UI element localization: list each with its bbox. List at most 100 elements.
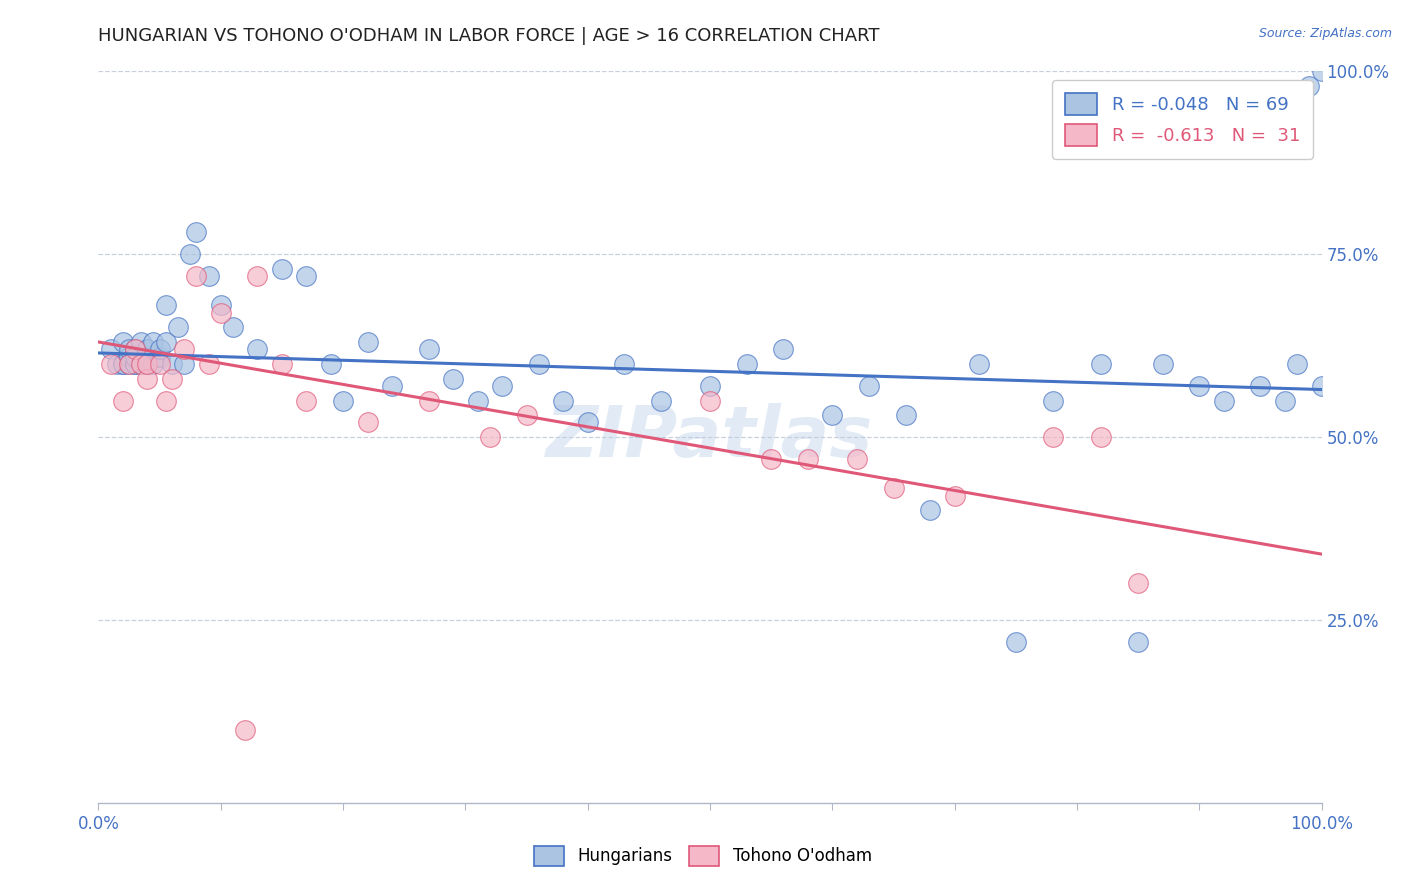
Point — [136, 357, 159, 371]
Text: ZIPatlas: ZIPatlas — [547, 402, 873, 472]
Point — [441, 371, 464, 385]
Point — [136, 350, 159, 364]
Point — [129, 357, 152, 371]
Point — [699, 379, 721, 393]
Point — [179, 247, 201, 261]
Point — [136, 371, 159, 385]
Point — [155, 298, 177, 312]
Point — [356, 416, 378, 430]
Point — [418, 343, 440, 357]
Point — [136, 357, 159, 371]
Point — [149, 357, 172, 371]
Point — [167, 320, 190, 334]
Point — [943, 489, 966, 503]
Point — [613, 357, 636, 371]
Point — [1274, 393, 1296, 408]
Point — [845, 452, 868, 467]
Point — [118, 357, 141, 371]
Point — [246, 343, 269, 357]
Point — [1286, 357, 1309, 371]
Point — [883, 481, 905, 495]
Point — [772, 343, 794, 357]
Point — [111, 357, 134, 371]
Point — [111, 334, 134, 349]
Point — [761, 452, 783, 467]
Point — [1212, 393, 1234, 408]
Point — [155, 393, 177, 408]
Point — [209, 306, 232, 320]
Point — [1310, 64, 1333, 78]
Point — [173, 343, 195, 357]
Point — [111, 357, 134, 371]
Point — [105, 357, 128, 371]
Point — [197, 357, 219, 371]
Point — [124, 343, 146, 357]
Point — [1004, 635, 1026, 649]
Point — [515, 408, 537, 422]
Point — [418, 393, 440, 408]
Legend: R = -0.048   N = 69, R =  -0.613   N =  31: R = -0.048 N = 69, R = -0.613 N = 31 — [1052, 80, 1313, 159]
Point — [1090, 357, 1112, 371]
Point — [332, 393, 354, 408]
Point — [1152, 357, 1174, 371]
Point — [209, 298, 232, 312]
Point — [222, 320, 245, 334]
Point — [124, 357, 146, 371]
Point — [129, 357, 152, 371]
Point — [136, 343, 159, 357]
Point — [155, 334, 177, 349]
Point — [735, 357, 758, 371]
Point — [149, 343, 172, 357]
Point — [967, 357, 990, 371]
Point — [142, 334, 165, 349]
Point — [160, 357, 183, 371]
Point — [527, 357, 550, 371]
Point — [160, 371, 183, 385]
Point — [1298, 78, 1320, 93]
Point — [186, 225, 208, 239]
Point — [478, 430, 501, 444]
Point — [124, 357, 146, 371]
Point — [270, 357, 294, 371]
Text: HUNGARIAN VS TOHONO O'ODHAM IN LABOR FORCE | AGE > 16 CORRELATION CHART: HUNGARIAN VS TOHONO O'ODHAM IN LABOR FOR… — [98, 27, 880, 45]
Point — [553, 393, 575, 408]
Point — [124, 343, 146, 357]
Point — [197, 269, 219, 284]
Point — [100, 343, 122, 357]
Point — [129, 334, 152, 349]
Point — [576, 416, 599, 430]
Point — [381, 379, 404, 393]
Point — [1188, 379, 1211, 393]
Point — [491, 379, 513, 393]
Point — [100, 357, 122, 371]
Point — [1090, 430, 1112, 444]
Point — [1128, 576, 1150, 591]
Point — [295, 393, 318, 408]
Point — [894, 408, 917, 422]
Point — [118, 350, 141, 364]
Legend: Hungarians, Tohono O'odham: Hungarians, Tohono O'odham — [522, 832, 884, 880]
Point — [111, 393, 134, 408]
Point — [920, 503, 942, 517]
Point — [118, 357, 141, 371]
Point — [467, 393, 489, 408]
Point — [821, 408, 844, 422]
Point — [1128, 635, 1150, 649]
Point — [319, 357, 342, 371]
Point — [858, 379, 880, 393]
Point — [1042, 430, 1064, 444]
Point — [1310, 379, 1333, 393]
Point — [356, 334, 378, 349]
Point — [1042, 393, 1064, 408]
Point — [124, 350, 146, 364]
Point — [699, 393, 721, 408]
Point — [136, 357, 159, 371]
Point — [233, 723, 256, 737]
Point — [797, 452, 820, 467]
Point — [186, 269, 208, 284]
Point — [295, 269, 318, 284]
Text: Source: ZipAtlas.com: Source: ZipAtlas.com — [1258, 27, 1392, 40]
Point — [118, 343, 141, 357]
Point — [650, 393, 672, 408]
Point — [173, 357, 195, 371]
